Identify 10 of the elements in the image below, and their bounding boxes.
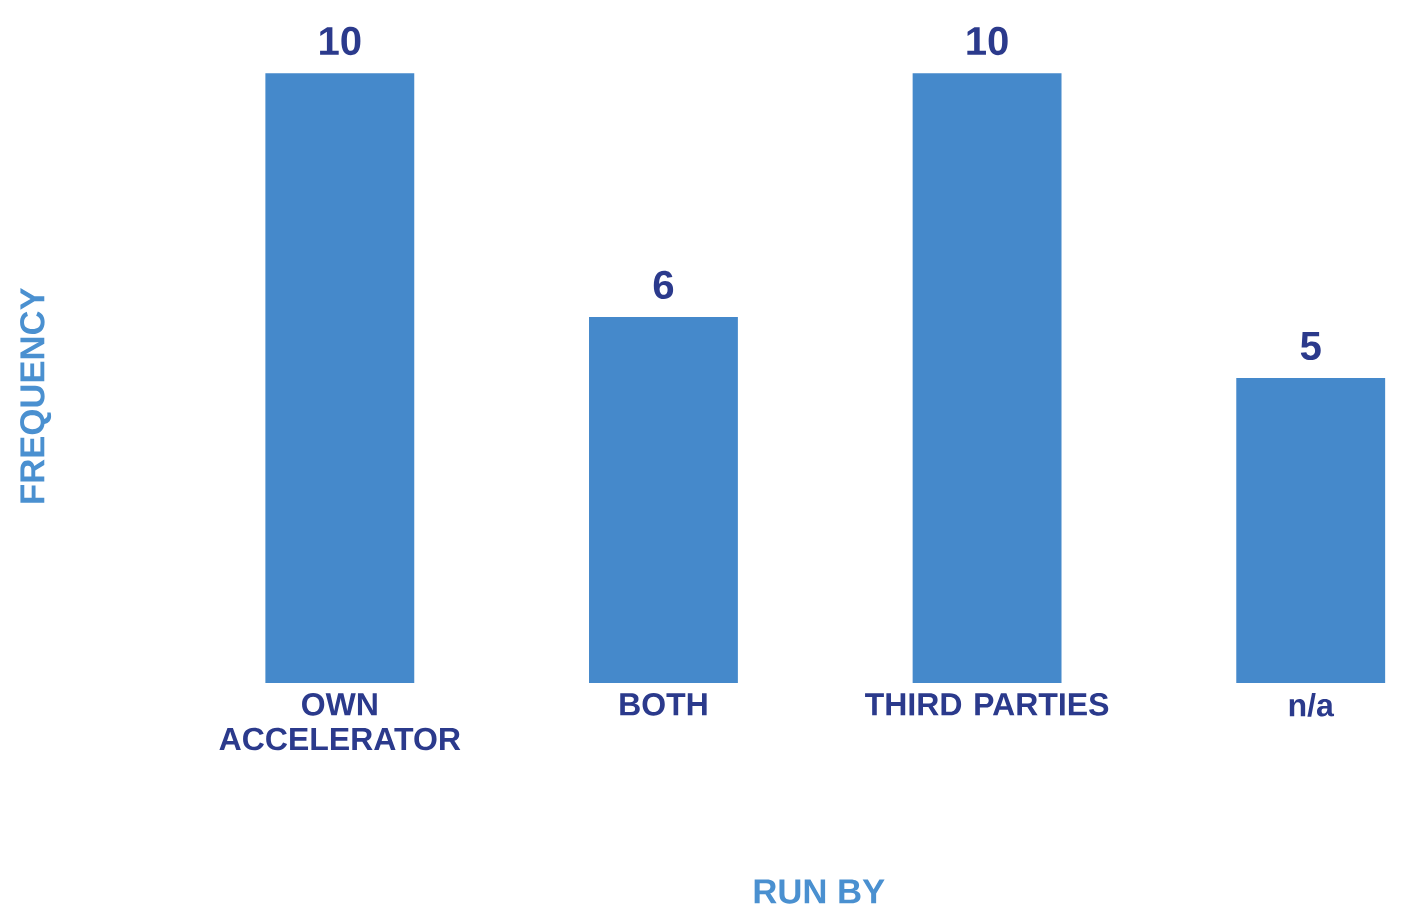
- data-label: 6: [653, 270, 674, 300]
- x-axis-title: RUN BY: [754, 879, 885, 904]
- x-tick-label: THIRD PARTIES: [865, 693, 1109, 716]
- data-label: 10: [320, 26, 361, 56]
- x-tick-label: BOTH: [620, 693, 707, 716]
- x-tick-label: n/a: [1289, 693, 1335, 717]
- data-label: 5: [1300, 332, 1321, 361]
- y-axis-title: FREQUENCY: [20, 287, 52, 503]
- x-tick-label: OWN ACCELERATOR: [219, 693, 461, 751]
- data-label: 10: [967, 26, 1008, 56]
